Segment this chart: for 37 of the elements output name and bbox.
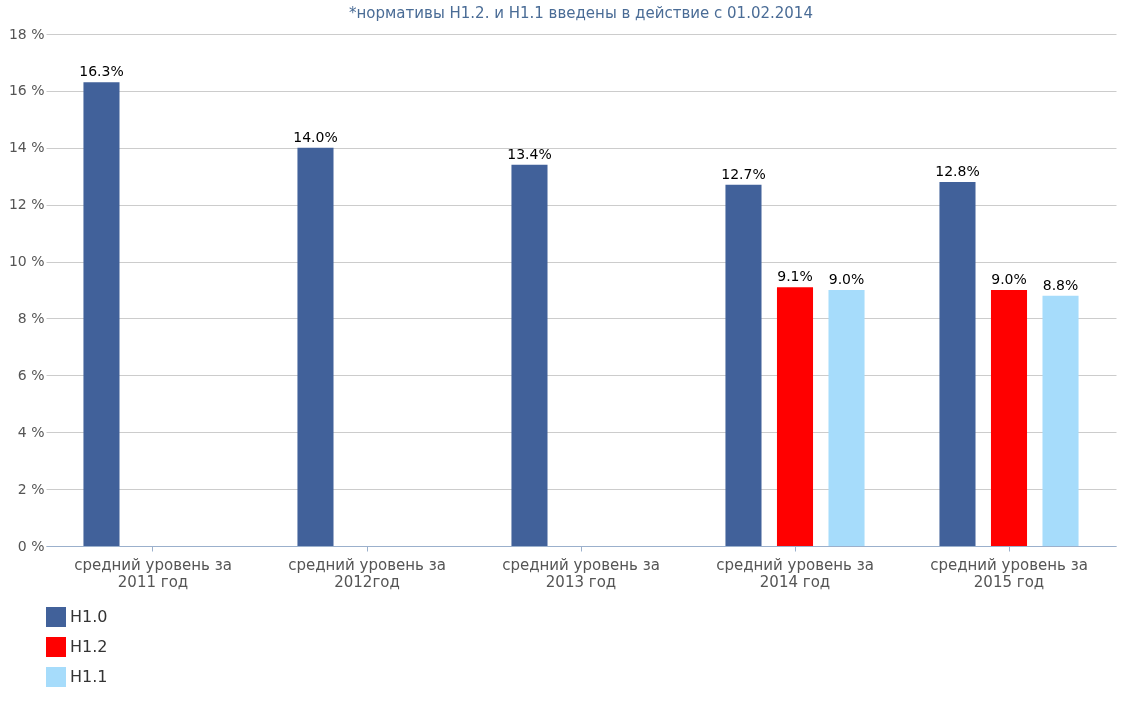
bar	[776, 287, 814, 546]
y-tick-label: 2 %	[17, 480, 45, 497]
bar	[297, 147, 334, 546]
x-tick-label: средний уровень за 2013 год	[502, 555, 660, 591]
y-tick-label: 0 %	[17, 537, 45, 554]
x-tick-label: средний уровень за 2012год	[288, 555, 446, 591]
bar	[990, 290, 1028, 546]
data-label: 9.0%	[991, 271, 1027, 287]
x-tick-label: средний уровень за 2011 год	[74, 555, 232, 591]
data-label: 9.1%	[777, 268, 813, 285]
y-tick-label: 12 %	[8, 196, 45, 213]
x-tick-label: средний уровень за 2014 год	[716, 555, 874, 591]
y-tick-label: 10 %	[8, 253, 45, 270]
bar	[939, 181, 976, 546]
y-tick-label: 8 %	[17, 309, 45, 326]
legend-label: Н1.1	[70, 667, 108, 686]
x-tick-label: средний уровень за 2015 год	[930, 555, 1088, 591]
data-label: 12.8%	[935, 162, 980, 179]
legend-label: Н1.2	[70, 637, 108, 656]
data-label: 12.7%	[721, 165, 766, 182]
bar	[1042, 295, 1079, 546]
data-label: 16.3%	[79, 63, 124, 80]
data-label: 14.0%	[293, 128, 338, 145]
y-tick-label: 18 %	[8, 25, 45, 42]
y-tick-label: 14 %	[8, 139, 45, 156]
data-label: 9.0%	[828, 271, 865, 287]
chart-title: *нормативы Н1.2. и Н1.1 введены в действие с 01.02.2014	[349, 4, 813, 22]
bar	[725, 184, 762, 546]
y-tick-label: 6 %	[17, 366, 45, 383]
y-tick-label: 16 %	[8, 82, 45, 99]
bar	[828, 290, 865, 546]
bar	[511, 164, 548, 546]
bar	[83, 82, 120, 546]
data-label: 8.8%	[1042, 276, 1079, 293]
legend-label: Н1.0	[70, 607, 108, 626]
data-label: 13.4%	[507, 145, 552, 162]
y-tick-label: 4 %	[17, 423, 45, 440]
